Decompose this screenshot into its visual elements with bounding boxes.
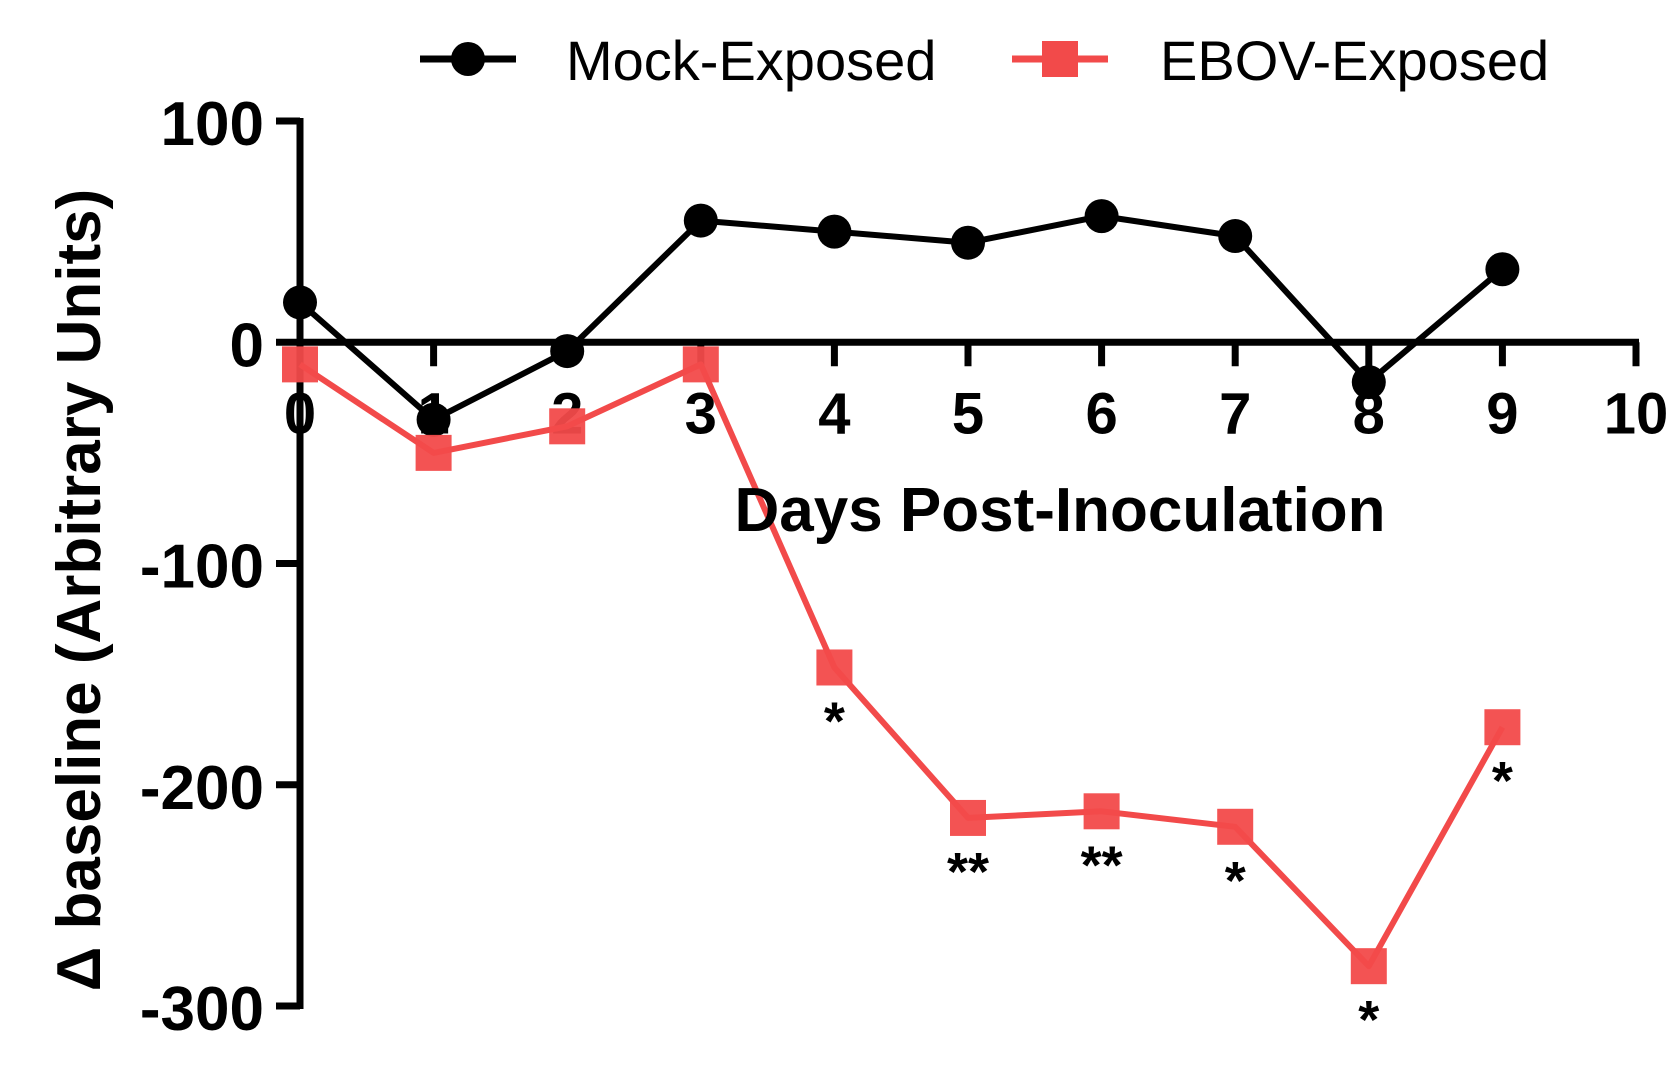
series-line: [298, 213, 1505, 423]
data-point: [1350, 948, 1387, 985]
x-tick-label: 7: [1219, 381, 1251, 446]
x-tick-label: 6: [1085, 381, 1117, 446]
data-point: [415, 434, 452, 471]
data-point: [1484, 709, 1521, 746]
significance-marker: *: [1358, 990, 1379, 1050]
data-point: [283, 285, 317, 320]
x-tick-label: 5: [952, 381, 984, 446]
y-axis-title: Δ baseline (Arbitrary Units): [45, 189, 114, 992]
data-point: [282, 346, 318, 383]
data-point: [816, 649, 853, 686]
data-point: [416, 402, 451, 437]
significance-marker: *: [1492, 751, 1513, 811]
y-tick-label: -300: [140, 975, 264, 1044]
data-point: [550, 334, 585, 369]
x-tick-label: 10: [1604, 381, 1669, 446]
data-point: [1351, 365, 1386, 400]
legend-label: Mock-Exposed: [566, 29, 936, 92]
data-point: [950, 799, 986, 836]
y-tick-label: 0: [230, 311, 264, 380]
series-layer: [282, 199, 1521, 985]
annotation-layer: *** ** ***: [824, 691, 1513, 1050]
series-line: [298, 361, 1506, 970]
legend-marker: [1042, 41, 1078, 77]
data-point: [1218, 219, 1253, 254]
data-point: [1084, 199, 1119, 234]
x-axis-title: Days Post-Inoculation: [734, 476, 1385, 545]
data-point: [682, 346, 719, 383]
x-tick-label: 4: [818, 381, 850, 446]
significance-marker: *: [1225, 851, 1246, 911]
significance-marker: **: [947, 842, 989, 902]
data-point: [951, 225, 985, 260]
data-point: [1083, 793, 1120, 830]
legend-entry: EBOV-Exposed: [1012, 29, 1549, 92]
legend-marker: [451, 42, 485, 76]
data-point: [683, 203, 718, 238]
legend-entry: Mock-Exposed: [420, 29, 936, 92]
legend: Mock-Exposed EBOV-Exposed: [420, 29, 1549, 92]
y-tick-label: -200: [140, 754, 264, 823]
significance-marker: *: [824, 691, 845, 751]
series-1: [282, 346, 1521, 985]
x-tick-label: 9: [1486, 381, 1518, 446]
y-tick-label: -100: [140, 533, 264, 602]
data-point: [549, 408, 586, 445]
series-0: [283, 199, 1520, 437]
data-point: [1485, 252, 1520, 287]
y-tick-label: 100: [161, 90, 264, 159]
data-point: [1217, 808, 1254, 845]
legend-label: EBOV-Exposed: [1160, 29, 1549, 92]
x-tick-label: 0: [284, 381, 316, 446]
data-point: [817, 214, 852, 249]
significance-marker: **: [1081, 835, 1123, 895]
